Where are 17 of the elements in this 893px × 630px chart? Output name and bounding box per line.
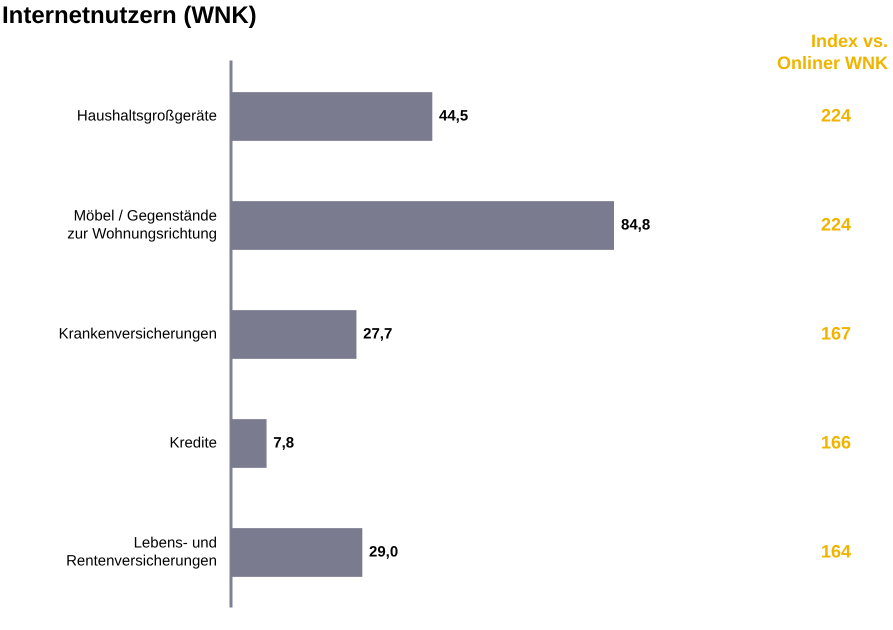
text: Index vs. Onliner WNK (777, 30, 888, 73)
y-tick-label: Lebens- und Rentenversicherungen (66, 534, 217, 570)
data-label: 29,0 (368, 544, 398, 561)
y-tick-label: Kredite (169, 434, 217, 452)
text: 224 (820, 105, 852, 126)
data-label: 7,8 (273, 434, 294, 452)
data-label: 44,5 (438, 108, 468, 125)
y-tick-label: Haushaltsgroßgeräte (76, 108, 217, 125)
text: 164 (820, 541, 852, 562)
text: 167 (820, 323, 852, 344)
y-tick-label: Möbel / Gegenstände zur Wohnungsrichtung (67, 208, 217, 243)
text: 166 (820, 432, 852, 452)
y-tick-label: Krankenversicherungen (58, 326, 217, 343)
chart-title: Internetnutzern (WNK) (2, 2, 257, 30)
data-label: 84,8 (621, 216, 650, 234)
data-label: 27,7 (363, 326, 392, 343)
text: 224 (820, 214, 852, 234)
